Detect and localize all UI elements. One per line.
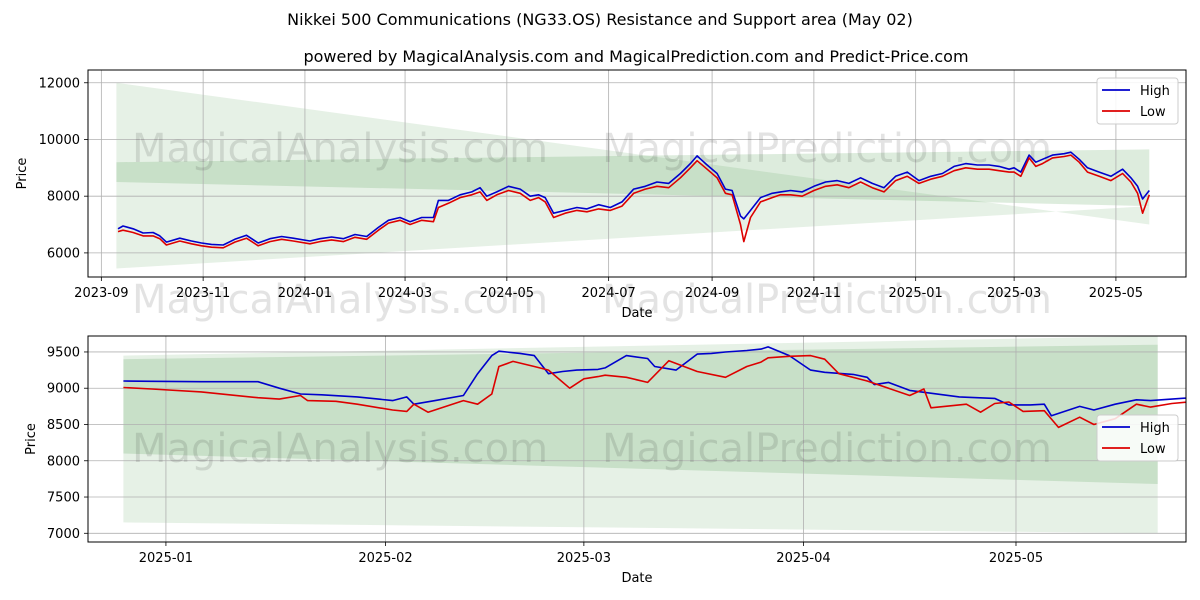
x-tick-label: 2025-02 xyxy=(358,551,412,566)
x-tick-label: 2024-11 xyxy=(787,286,841,301)
x-tick-label: 2025-03 xyxy=(557,551,611,566)
x-tick-label: 2024-03 xyxy=(378,286,432,301)
x-axis-label: Date xyxy=(621,571,652,586)
x-tick-label: 2025-01 xyxy=(889,286,943,301)
watermark: MagicalPrediction.com xyxy=(602,426,1052,472)
y-tick-label: 12000 xyxy=(39,76,80,91)
watermark: MagicalPrediction.com xyxy=(602,277,1052,323)
band-1 xyxy=(123,336,1158,534)
legend: High Low xyxy=(1096,77,1179,125)
series-line-low xyxy=(117,154,1151,249)
legend: High Low xyxy=(1096,414,1179,462)
axes-frame xyxy=(87,69,1187,278)
band-2 xyxy=(116,149,1150,207)
watermark: MagicalAnalysis.com xyxy=(132,277,548,323)
legend-label-high: High xyxy=(1140,421,1170,436)
series-line-low xyxy=(123,354,1186,429)
x-tick-label: 2025-04 xyxy=(776,551,830,566)
legend-label-low: Low xyxy=(1140,105,1166,120)
x-tick-label: 2024-07 xyxy=(581,286,635,301)
chart-subtitle: powered by MagicalAnalysis.com and Magic… xyxy=(303,47,968,66)
y-tick-label: 9000 xyxy=(47,382,80,397)
y-tick-label: 7000 xyxy=(47,527,80,542)
band-2 xyxy=(123,344,1158,484)
x-tick-label: 2024-09 xyxy=(685,286,739,301)
series-line-high xyxy=(117,151,1150,246)
series-line-high xyxy=(123,346,1186,417)
y-axis-label: Price xyxy=(15,158,30,190)
watermark: MagicalAnalysis.com xyxy=(132,426,548,472)
axes-1: 2023-09 2023-11 2024-01 2024-03 2024-05 2024-… xyxy=(15,69,1187,323)
y-tick-label: 7500 xyxy=(47,491,80,506)
x-tick-label: 2025-05 xyxy=(1089,286,1143,301)
x-tick-label: 2025-01 xyxy=(139,551,193,566)
watermark: MagicalAnalysis.com xyxy=(132,126,548,172)
legend-label-low: Low xyxy=(1140,442,1166,457)
x-axis-label: Date xyxy=(621,306,652,321)
axes-frame xyxy=(87,335,1187,543)
y-tick-label: 8500 xyxy=(47,418,80,433)
y-tick-label: 8000 xyxy=(47,454,80,469)
y-tick-label: 6000 xyxy=(47,246,80,261)
y-tick-label: 8000 xyxy=(47,190,80,205)
x-tick-label: 2023-09 xyxy=(74,286,128,301)
y-tick-label: 10000 xyxy=(39,133,80,148)
x-tick-label: 2024-01 xyxy=(278,286,332,301)
y-tick-label: 9500 xyxy=(47,345,80,360)
y-axis-label: Price xyxy=(24,423,39,455)
x-tick-label: 2023-11 xyxy=(176,286,230,301)
x-tick-label: 2025-05 xyxy=(989,551,1043,566)
x-tick-label: 2024-05 xyxy=(480,286,534,301)
axes-2: 2025-01 2025-02 2025-03 2025-04 2025-05 7000 7… xyxy=(24,335,1187,586)
band-1 xyxy=(116,82,1150,269)
plots: 2023-09 2023-11 2024-01 2024-03 2024-05 2024-… xyxy=(15,69,1187,586)
legend-label-high: High xyxy=(1140,84,1170,99)
x-tick-label: 2025-03 xyxy=(987,286,1041,301)
chart-title: Nikkei 500 Communications (NG33.OS) Resi… xyxy=(287,10,913,29)
